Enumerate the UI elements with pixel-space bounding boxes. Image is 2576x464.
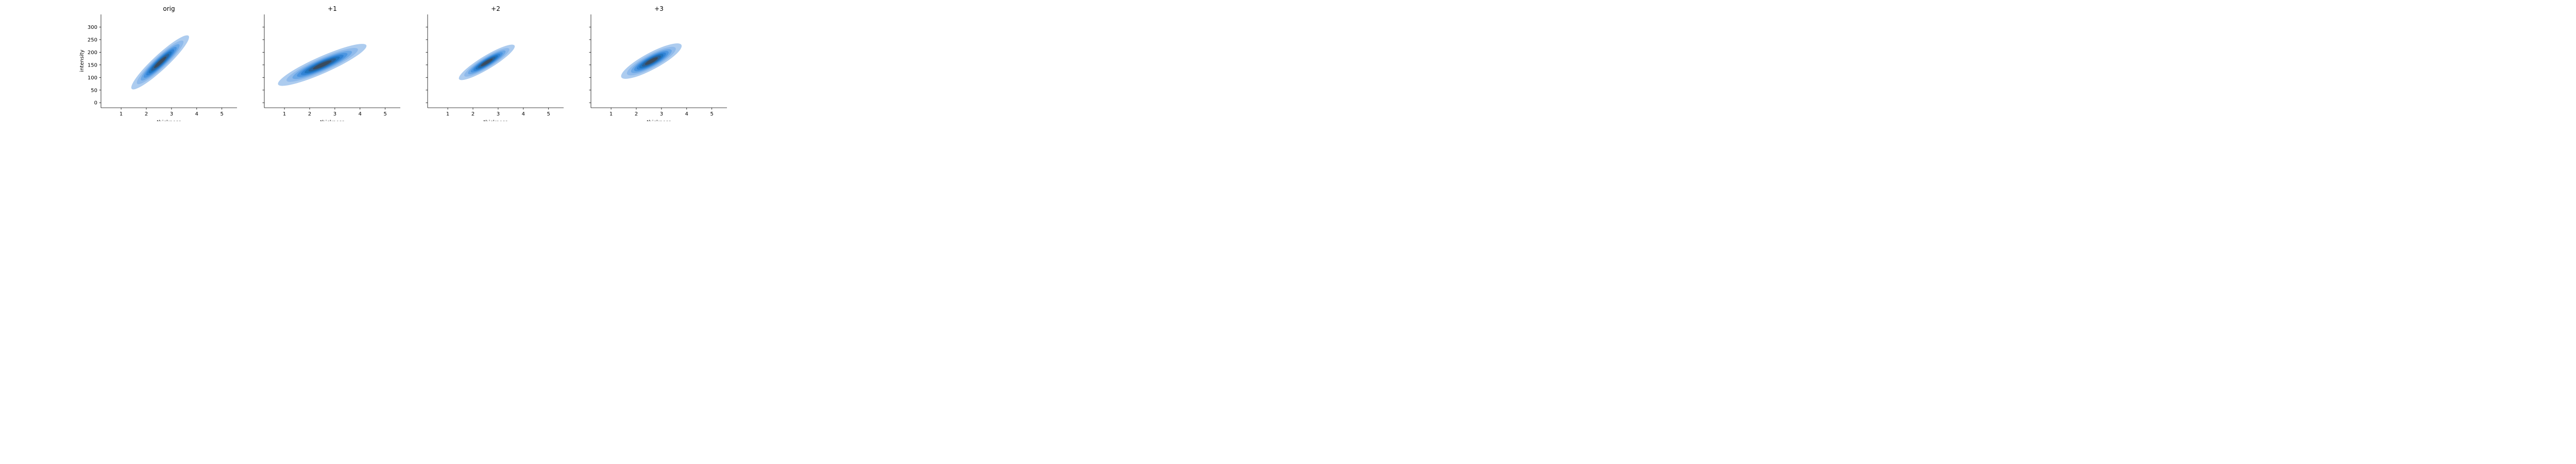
contour-level-7 [645,57,658,65]
x-tick-label: 3 [497,111,500,117]
x-tick-label: 5 [383,111,386,117]
panel-title: +2 [491,5,500,12]
x-tick-label: 1 [120,111,123,117]
panel-3: 1 2 3 4 5 +3 thickness [589,5,727,121]
density-contours [131,35,189,90]
x-tick-label: 3 [333,111,336,117]
panel-title: +1 [328,5,337,12]
x-tick-label: 2 [145,111,148,117]
x-tick-label: 3 [170,111,173,117]
x-tick-label: 4 [359,111,362,117]
x-tick-label: 5 [710,111,713,117]
contour-level-7 [154,56,166,69]
panel-1: 1 2 3 4 5 +1 thickness [262,5,400,121]
x-tick-label: 2 [635,111,638,117]
panel-0: 12345050100150200250300origthicknessinte… [79,5,237,121]
y-tick-label: 100 [88,75,97,81]
x-tick-label: 5 [547,111,550,117]
x-tick-label: 4 [522,111,525,117]
y-tick-label: 150 [88,62,97,68]
x-tick-label: 1 [283,111,286,117]
x-axis-label: thickness [647,120,671,121]
kde-figure: 12345050100150200250300origthicknessinte… [79,5,727,121]
density-contours [278,44,367,86]
panel-title: +3 [654,5,664,12]
y-axis-label: intensity [79,49,85,72]
x-tick-label: 4 [685,111,688,117]
y-tick-label: 300 [88,25,97,30]
x-tick-label: 4 [195,111,198,117]
panel-title: orig [163,5,175,12]
contour-level-7 [313,60,332,70]
x-axis-label: thickness [320,120,344,121]
y-tick-label: 50 [91,88,97,93]
y-tick-label: 250 [88,37,97,43]
panel-2: 1 2 3 4 5 +2 thickness [426,5,564,121]
x-tick-label: 2 [308,111,311,117]
x-tick-label: 1 [446,111,449,117]
x-axis-label: thickness [483,120,507,121]
density-contours [459,44,515,80]
x-tick-label: 2 [471,111,474,117]
x-tick-label: 1 [609,111,613,117]
x-axis-label: thickness [157,120,181,121]
density-contours [621,43,682,79]
x-tick-label: 3 [660,111,663,117]
x-tick-label: 5 [220,111,223,117]
contour-level-7 [481,58,493,67]
y-tick-label: 200 [88,50,97,56]
y-tick-label: 0 [94,101,97,106]
